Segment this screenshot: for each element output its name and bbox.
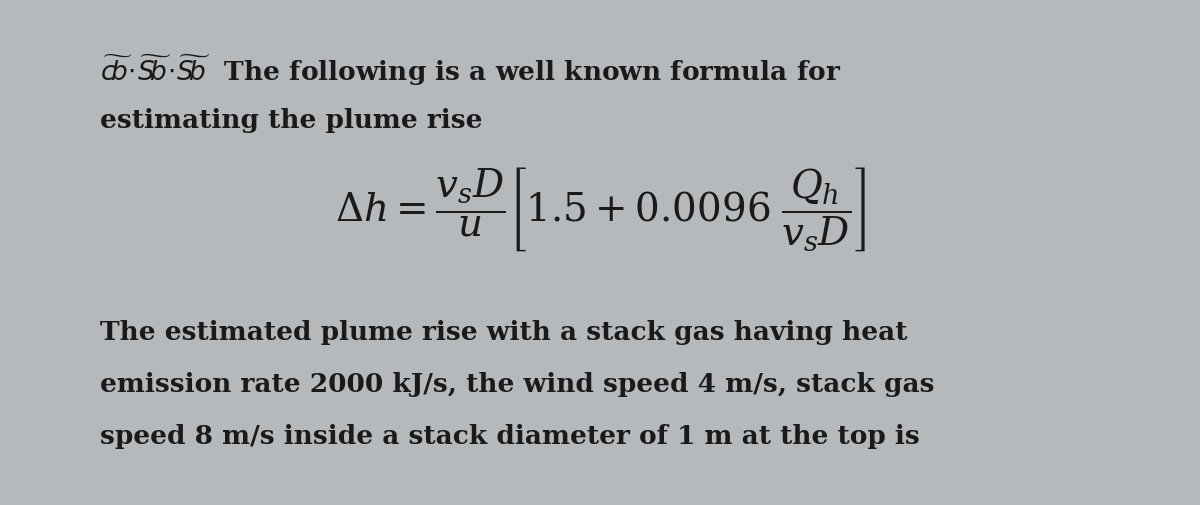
Text: $\widetilde{c\!b}\!\cdot\!\widetilde{S\!b}\!\cdot\!\widetilde{S\!b}$  The follow: $\widetilde{c\!b}\!\cdot\!\widetilde{S\!… bbox=[100, 52, 841, 87]
Text: $\Delta h = \dfrac{v_s D}{u} \left[ 1.5 + 0.0096 \; \dfrac{Q_h}{v_s D} \right]$: $\Delta h = \dfrac{v_s D}{u} \left[ 1.5 … bbox=[335, 165, 865, 252]
Text: estimating the plume rise: estimating the plume rise bbox=[100, 108, 482, 133]
Text: The estimated plume rise with a stack gas having heat: The estimated plume rise with a stack ga… bbox=[100, 319, 907, 344]
Text: emission rate 2000 kJ/s, the wind speed 4 m/s, stack gas: emission rate 2000 kJ/s, the wind speed … bbox=[100, 371, 935, 396]
Text: speed 8 m/s inside a stack diameter of 1 m at the top is: speed 8 m/s inside a stack diameter of 1… bbox=[100, 423, 919, 448]
